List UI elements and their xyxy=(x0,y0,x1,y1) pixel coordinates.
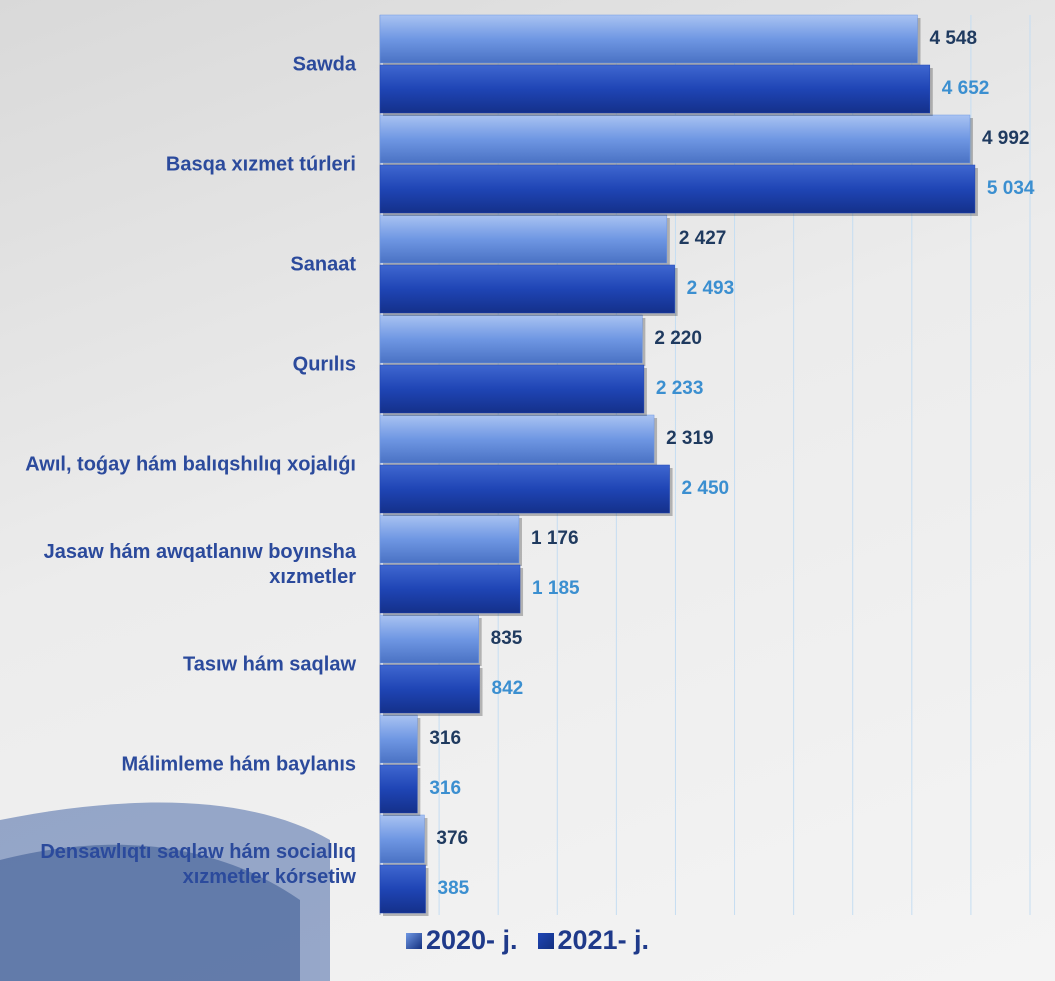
bar xyxy=(379,114,971,164)
value-label: 2 427 xyxy=(679,228,727,249)
value-label: 842 xyxy=(492,678,524,699)
value-label: 835 xyxy=(491,628,523,649)
bar xyxy=(379,164,976,214)
category-label: Sawda xyxy=(292,53,356,76)
bar xyxy=(379,664,480,714)
category-label: Densawlıqtı saqlaw hám sociallıq xızmetl… xyxy=(40,841,356,888)
bar xyxy=(379,214,668,264)
bar xyxy=(379,564,521,614)
legend-label: 2020- j. xyxy=(425,925,518,955)
value-label: 2 233 xyxy=(656,378,704,399)
bar xyxy=(379,614,479,664)
value-label: 4 652 xyxy=(942,78,990,99)
bar xyxy=(379,864,426,914)
decoration xyxy=(0,844,300,981)
value-label: 1 185 xyxy=(532,578,580,599)
value-label: 4 992 xyxy=(982,128,1030,149)
bar xyxy=(379,764,418,814)
value-label: 316 xyxy=(429,728,461,749)
value-label: 316 xyxy=(429,778,461,799)
category-label: Sanaat xyxy=(290,253,356,276)
legend-swatch xyxy=(537,933,554,949)
category-label: Málimleme hám baylanıs xyxy=(121,753,356,776)
legend: 2020- j. 2021- j. xyxy=(0,925,1055,956)
value-label: 2 220 xyxy=(654,328,702,349)
category-label: Jasaw hám awqatlanıw boyınsha xızmetler xyxy=(43,541,356,588)
bar xyxy=(379,414,655,464)
bar xyxy=(379,814,425,864)
legend-item: 2020- j. xyxy=(405,925,518,955)
bar xyxy=(379,714,418,764)
bar xyxy=(379,314,643,364)
bar xyxy=(379,264,675,314)
bar xyxy=(379,364,645,414)
category-label: Awıl, toǵay hám balıqshılıq xojalıǵı xyxy=(25,453,356,476)
category-label: Qurılıs xyxy=(292,353,356,376)
bar xyxy=(379,14,918,64)
bar xyxy=(379,64,931,114)
value-label: 2 450 xyxy=(682,478,730,499)
category-label: Basqa xızmet túrleri xyxy=(165,153,356,176)
value-label: 385 xyxy=(438,878,470,899)
value-label: 2 319 xyxy=(666,428,714,449)
bar xyxy=(379,514,520,564)
legend-item: 2021- j. xyxy=(537,925,650,955)
value-label: 5 034 xyxy=(987,178,1035,199)
value-label: 376 xyxy=(436,828,468,849)
bar xyxy=(379,464,670,514)
legend-swatch xyxy=(405,933,422,949)
legend-label: 2021- j. xyxy=(557,925,650,955)
value-label: 4 548 xyxy=(929,28,977,49)
category-label: Tasıw hám saqlaw xyxy=(182,653,356,676)
value-label: 1 176 xyxy=(531,528,579,549)
value-label: 2 493 xyxy=(687,278,735,299)
